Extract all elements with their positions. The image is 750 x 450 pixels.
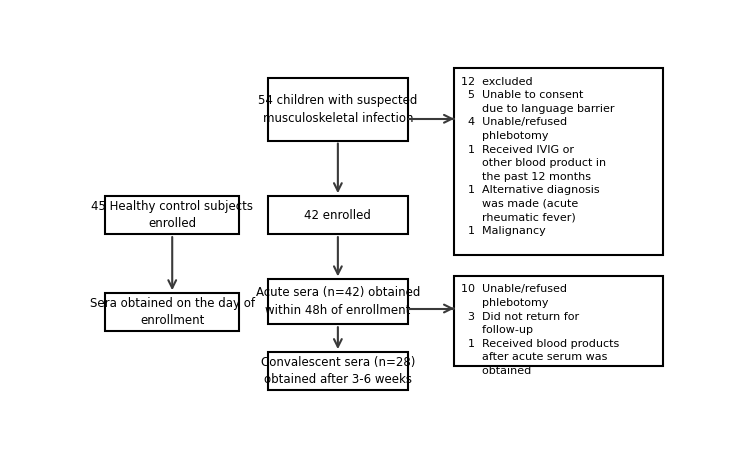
- FancyBboxPatch shape: [454, 276, 663, 366]
- Text: 54 children with suspected
musculoskeletal infection: 54 children with suspected musculoskelet…: [258, 94, 418, 125]
- Text: 42 enrolled: 42 enrolled: [304, 209, 371, 221]
- FancyBboxPatch shape: [105, 196, 239, 234]
- FancyBboxPatch shape: [105, 293, 239, 331]
- Text: Convalescent sera (n=28)
obtained after 3-6 weeks: Convalescent sera (n=28) obtained after …: [261, 356, 415, 386]
- FancyBboxPatch shape: [268, 352, 408, 390]
- FancyBboxPatch shape: [454, 68, 663, 255]
- Text: 45 Healthy control subjects
enrolled: 45 Healthy control subjects enrolled: [92, 200, 254, 230]
- FancyBboxPatch shape: [268, 196, 408, 234]
- Text: 12  excluded
  5  Unable to consent
      due to language barrier
  4  Unable/re: 12 excluded 5 Unable to consent due to l…: [461, 76, 614, 236]
- Text: 10  Unable/refused
      phlebotomy
  3  Did not return for
      follow-up
  1 : 10 Unable/refused phlebotomy 3 Did not r…: [461, 284, 620, 376]
- Text: Sera obtained on the day of
enrollment: Sera obtained on the day of enrollment: [90, 297, 255, 328]
- FancyBboxPatch shape: [268, 279, 408, 324]
- FancyBboxPatch shape: [268, 78, 408, 140]
- Text: Acute sera (n=42) obtained
within 48h of enrollment: Acute sera (n=42) obtained within 48h of…: [256, 287, 420, 317]
